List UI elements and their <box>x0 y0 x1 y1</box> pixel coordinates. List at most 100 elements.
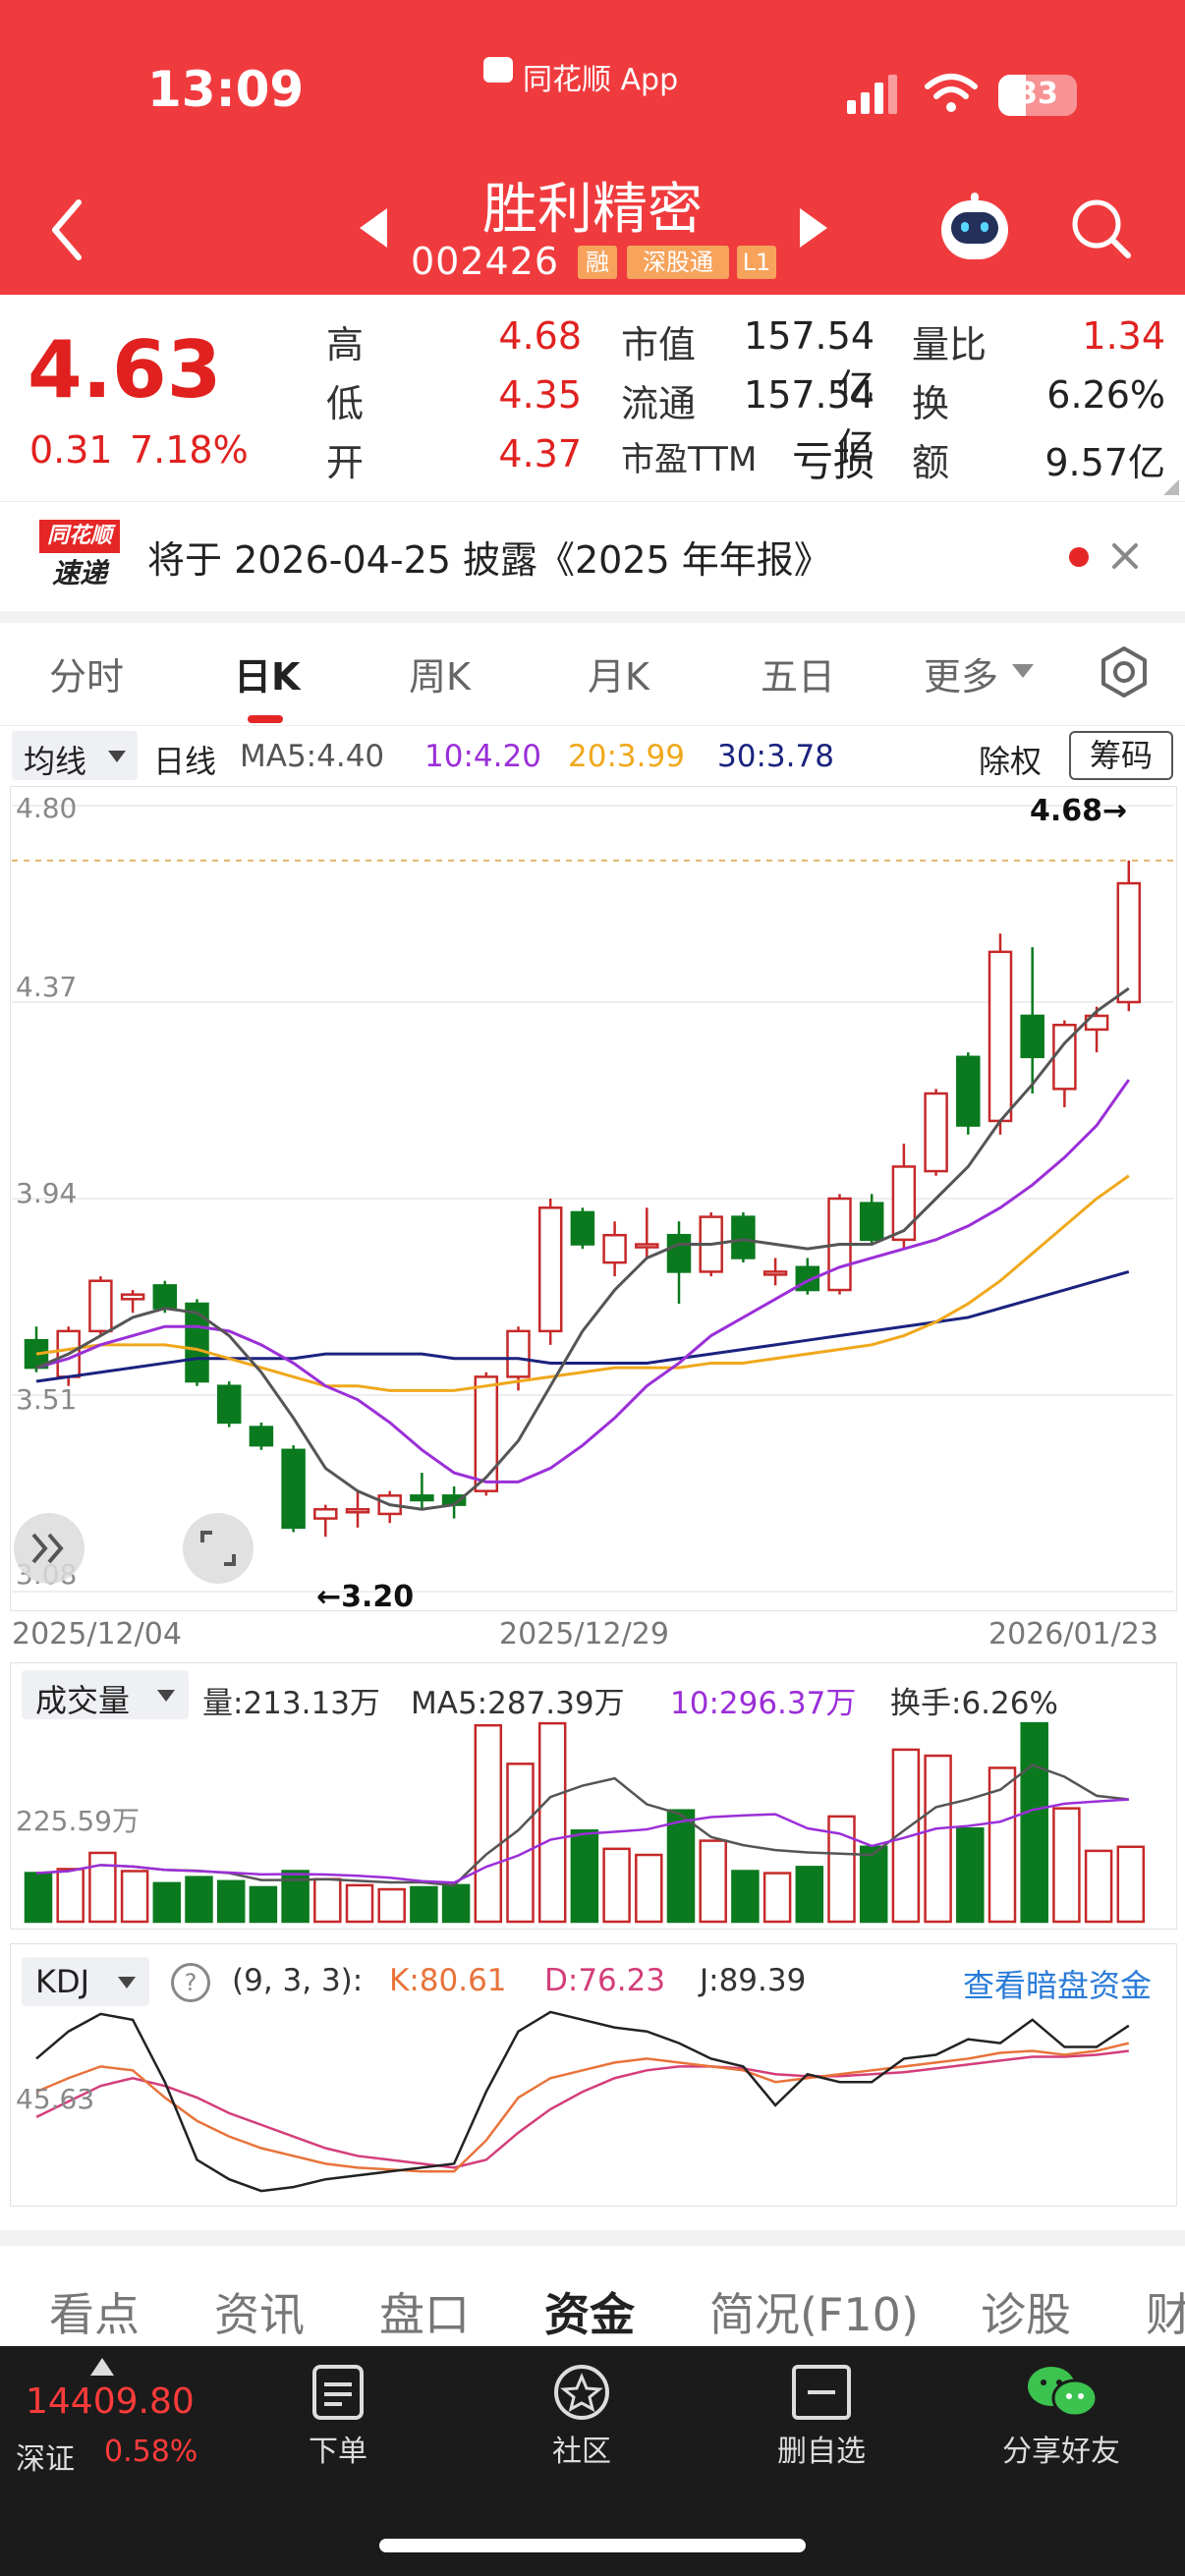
app-name: 同花顺 App <box>523 63 679 97</box>
wifi-icon <box>925 74 978 112</box>
wechat-share-icon[interactable] <box>983 2363 1140 2422</box>
volume-dropdown[interactable]: 成交量 <box>22 1670 189 1719</box>
dark-pool-link[interactable]: 查看暗盘资金 <box>963 1967 1153 2004</box>
separator <box>0 2230 1185 2246</box>
tag-margin: 融 <box>578 246 617 279</box>
dropdown-caret-icon <box>108 751 126 762</box>
nav-community[interactable]: 社区 <box>552 2435 611 2469</box>
separator <box>0 611 1185 623</box>
kline-pane[interactable] <box>10 786 1177 1611</box>
index-up-icon <box>90 2358 114 2376</box>
tab-news[interactable]: 资讯 <box>214 2288 305 2341</box>
volratio-value: 1.34 <box>1082 314 1165 358</box>
tab-funds[interactable]: 资金 <box>544 2288 635 2341</box>
signal-icon <box>847 75 906 114</box>
quote-panel: 4.63 0.31 7.18% 高 4.68 低 4.35 开 4.37 市值 … <box>0 295 1185 501</box>
stock-code: 002426 <box>411 240 560 283</box>
price-axis-label: 4.37 <box>16 971 78 1003</box>
kdj-k: K:80.61 <box>389 1963 507 1998</box>
index-value[interactable]: 14409.80 <box>26 2381 195 2422</box>
tag-connect: 深股通 <box>627 246 729 279</box>
help-icon[interactable]: ? <box>171 1963 210 2002</box>
unread-dot-icon <box>1069 547 1089 567</box>
tab-weekly-k[interactable]: 周K <box>409 655 471 699</box>
tabs-divider <box>0 725 1185 726</box>
mcap-label: 市值 <box>621 323 697 366</box>
ma10-value: 10:4.20 <box>424 739 541 774</box>
amount-value: 9.57亿 <box>1044 441 1165 484</box>
double-chevron-icon <box>31 1533 64 1564</box>
chart-settings-icon[interactable] <box>1097 644 1152 700</box>
next-stock-icon[interactable] <box>796 206 831 250</box>
tab-intraday[interactable]: 分时 <box>49 655 125 699</box>
price-change-pct: 7.18% <box>130 428 249 472</box>
community-icon[interactable] <box>503 2363 660 2422</box>
volume-pane[interactable] <box>10 1662 1177 1930</box>
ma5-value: MA5:4.40 <box>240 739 385 774</box>
nav-share[interactable]: 分享好友 <box>1002 2435 1120 2469</box>
dropdown-caret-icon <box>157 1690 175 1702</box>
tab-daily-k[interactable]: 日K <box>234 655 301 699</box>
notice-bar[interactable]: 同花顺 速递 将于 2026-04-25 披露《2025 年年报》 <box>0 501 1185 612</box>
fullscreen-button[interactable] <box>183 1513 254 1584</box>
tab-monthly-k[interactable]: 月K <box>588 655 649 699</box>
kdj-pane[interactable] <box>10 1943 1177 2207</box>
chips-button[interactable]: 筹码 <box>1069 731 1173 780</box>
high-value: 4.68 <box>498 314 582 358</box>
low-value: 4.35 <box>498 373 582 417</box>
low-label: 低 <box>326 382 365 425</box>
ma20-value: 20:3.99 <box>568 739 685 774</box>
kdj-axis-label: 45.63 <box>16 2083 95 2115</box>
tab-active-indicator <box>248 715 283 723</box>
bottom-nav <box>0 2346 1185 2576</box>
back-icon[interactable] <box>47 196 86 263</box>
open-label: 开 <box>326 441 365 484</box>
order-icon[interactable] <box>259 2363 417 2422</box>
tab-orderbook[interactable]: 盘口 <box>379 2288 470 2341</box>
open-value: 4.37 <box>498 432 582 476</box>
last-price: 4.63 <box>28 324 222 416</box>
prev-stock-icon[interactable] <box>356 206 391 250</box>
tab-five-day[interactable]: 五日 <box>761 655 836 699</box>
remove-watchlist-icon[interactable] <box>743 2363 900 2422</box>
search-icon[interactable] <box>1069 196 1134 261</box>
low-annotation: ←3.20 <box>316 1580 415 1614</box>
turnover-value: 6.26% <box>1046 373 1165 417</box>
ma-dropdown[interactable]: 均线 <box>12 731 138 780</box>
tab-diagnosis[interactable]: 诊股 <box>981 2288 1071 2341</box>
high-label: 高 <box>326 323 365 366</box>
volratio-label: 量比 <box>912 323 988 366</box>
pe-value: 亏损 <box>791 437 875 485</box>
date-end: 2026/01/23 <box>988 1617 1158 1652</box>
tag-level: L1 <box>737 246 776 279</box>
expand-left-button[interactable] <box>14 1513 85 1584</box>
date-start: 2025/12/04 <box>12 1617 182 1652</box>
expand-corner-icon[interactable] <box>1163 479 1179 495</box>
volume-ma10: 10:296.37万 <box>670 1686 857 1721</box>
float-value: 157.54亿 <box>744 373 875 469</box>
price-axis-label: 4.80 <box>16 792 78 824</box>
status-time: 13:09 <box>147 61 305 118</box>
kdj-j: J:89.39 <box>700 1963 807 1998</box>
battery-icon: 33 <box>998 75 1077 116</box>
ma-period: 日线 <box>153 743 217 780</box>
home-indicator <box>379 2539 806 2552</box>
kdj-params: (9, 3, 3): <box>232 1963 364 1998</box>
volume-axis-label: 225.59万 <box>16 1805 140 1837</box>
tab-f10[interactable]: 简况(F10) <box>709 2288 919 2341</box>
date-mid: 2025/12/29 <box>499 1617 669 1652</box>
kdj-dropdown[interactable]: KDJ <box>22 1957 149 2006</box>
exright-button[interactable]: 除权 <box>979 743 1043 780</box>
high-annotation: 4.68→ <box>1030 794 1128 828</box>
ma30-value: 30:3.78 <box>717 739 834 774</box>
tab-highlights[interactable]: 看点 <box>49 2288 140 2341</box>
robot-assistant-icon[interactable] <box>937 193 1012 267</box>
stock-name: 胜利精密 <box>482 178 703 242</box>
notice-text: 将于 2026-04-25 披露《2025 年年报》 <box>147 538 831 582</box>
volume-value: 量:213.13万 <box>202 1686 380 1721</box>
nav-remove-watchlist[interactable]: 删自选 <box>777 2435 866 2469</box>
tab-more[interactable]: 更多 <box>924 655 999 699</box>
close-icon[interactable] <box>1110 541 1140 571</box>
tab-finance[interactable]: 财 <box>1146 2288 1185 2341</box>
nav-order[interactable]: 下单 <box>309 2435 367 2469</box>
